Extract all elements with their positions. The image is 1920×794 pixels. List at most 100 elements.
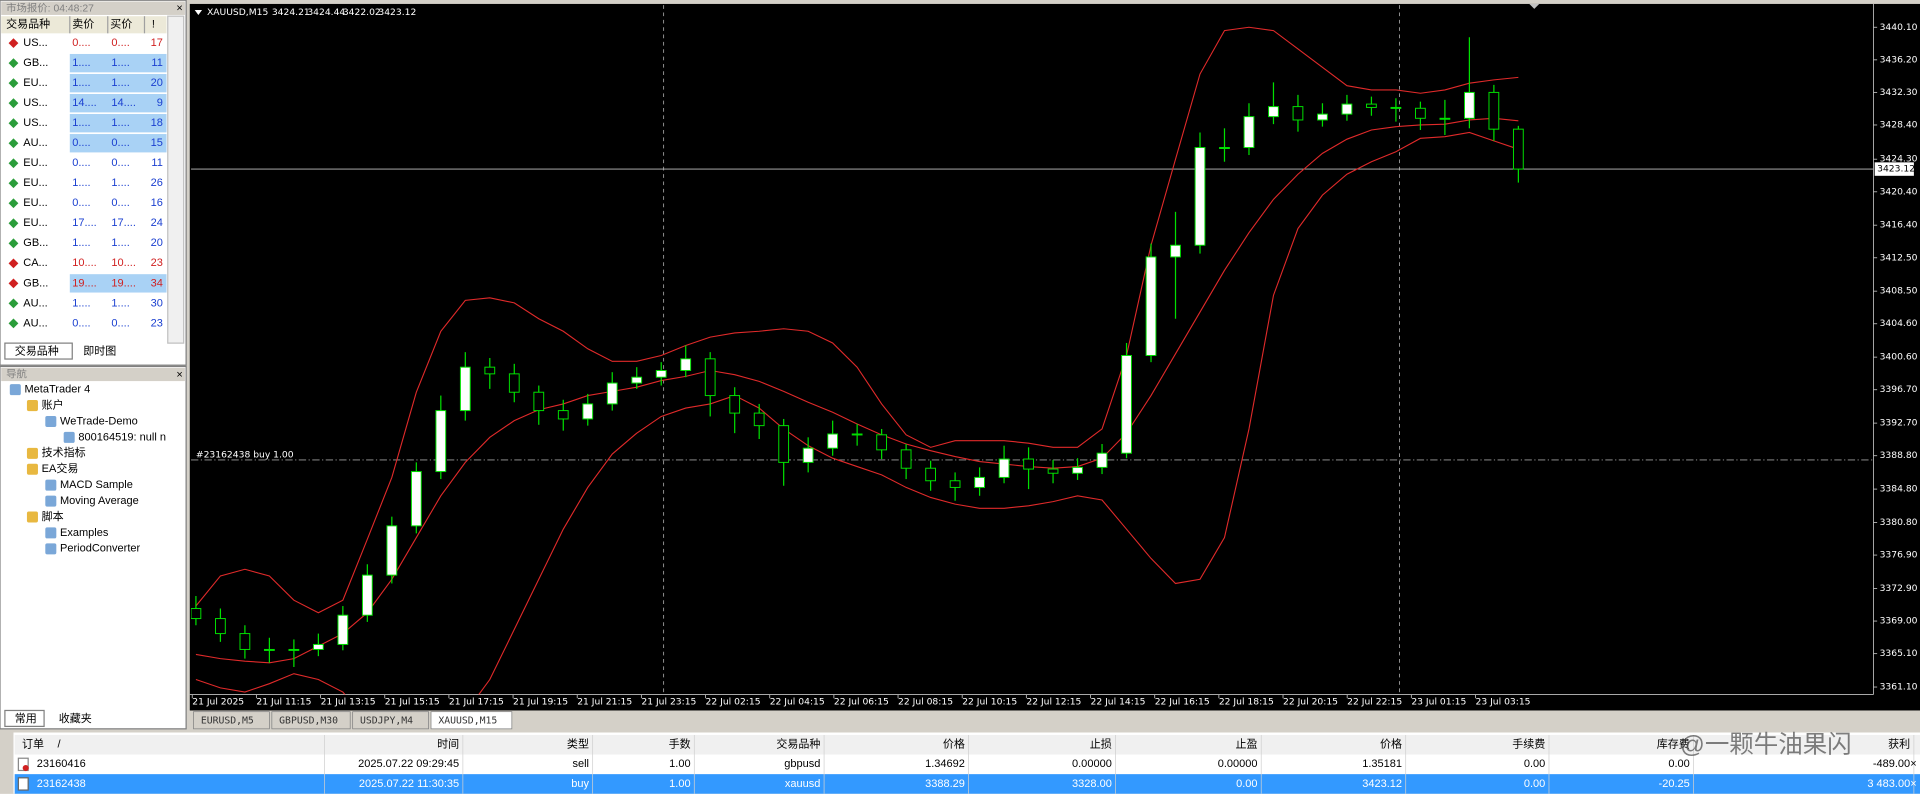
bid: 1.... <box>72 77 90 89</box>
candle-body <box>1145 256 1157 356</box>
plot <box>191 26 1874 695</box>
candle-body <box>1121 354 1132 454</box>
close-order[interactable]: × <box>1910 758 1916 770</box>
column-header[interactable]: 价格 <box>943 737 965 751</box>
column-header[interactable]: 止盈 <box>1236 738 1258 751</box>
y-tick-label: 3372.90 <box>1880 583 1918 594</box>
candle-body <box>1366 103 1377 108</box>
bid: 1.... <box>72 117 90 129</box>
tab[interactable]: 收藏夹 <box>59 711 92 725</box>
tree-item[interactable]: Examples <box>60 527 109 539</box>
chart-tab-label[interactable]: XAUUSD,M15 <box>438 715 497 726</box>
tab-active[interactable] <box>4 709 45 727</box>
tab-active[interactable] <box>4 342 73 360</box>
chart-tab[interactable] <box>193 711 270 730</box>
column-header[interactable]: 止损 <box>1090 737 1112 751</box>
candle-body <box>1047 468 1059 474</box>
y-tick-label: 3365.10 <box>1880 648 1918 659</box>
ask: 0.... <box>111 37 129 49</box>
y-tick-label: 3400.60 <box>1880 352 1918 363</box>
symbol[interactable]: EU... <box>23 77 47 89</box>
row-highlight <box>69 73 167 93</box>
tab[interactable]: 即时图 <box>83 345 116 358</box>
cell[interactable]: 23162438 <box>37 778 86 790</box>
chart-tab-label[interactable]: EURUSD,M5 <box>201 715 254 726</box>
tree-item[interactable]: 账户 <box>42 397 64 411</box>
chart-tab[interactable] <box>271 711 351 730</box>
column-header[interactable]: 库存费 <box>1657 737 1690 751</box>
column-header[interactable]: 手续费 <box>1512 737 1545 751</box>
y-tick-label: 3424.30 <box>1880 154 1918 165</box>
order-icon <box>17 757 29 772</box>
chart-menu-arrow[interactable] <box>194 10 203 15</box>
tree-icon <box>26 511 38 523</box>
column-header[interactable]: 时间 <box>437 738 459 751</box>
column-header[interactable]: 价格 <box>1380 737 1402 751</box>
close-order[interactable]: × <box>1910 778 1916 790</box>
symbol[interactable]: EU... <box>23 157 47 169</box>
candle-body <box>851 433 863 436</box>
symbol[interactable]: AU... <box>23 317 47 329</box>
cell[interactable]: 23160416 <box>37 758 86 770</box>
close-button[interactable]: × <box>176 3 182 15</box>
tree-item[interactable]: Moving Average <box>60 495 139 507</box>
candle-body <box>1512 128 1524 170</box>
symbol[interactable]: US... <box>23 117 47 129</box>
spread: 16 <box>151 197 163 209</box>
chart-tab-label[interactable]: USDJPY,M4 <box>360 715 413 726</box>
column-header[interactable]: 类型 <box>567 737 589 751</box>
column-header[interactable]: 获利 <box>1888 738 1910 751</box>
symbol[interactable]: GB... <box>23 277 48 289</box>
symbol[interactable]: GB... <box>23 57 48 69</box>
symbol[interactable]: US... <box>23 97 47 109</box>
column-header[interactable]: 订单 <box>22 738 44 751</box>
x-tick-label: 21 Jul 23:15 <box>641 696 696 707</box>
selected-row-bg <box>14 774 1920 794</box>
column-header[interactable]: 交易品种 <box>776 737 820 751</box>
symbol[interactable]: EU... <box>23 177 47 189</box>
candle-body <box>386 525 398 576</box>
chart-shift-marker <box>1529 3 1540 9</box>
tab[interactable]: 交易品种 <box>15 344 59 358</box>
tree-item[interactable]: 脚本 <box>42 509 64 523</box>
tree-item[interactable]: WeTrade-Demo <box>60 415 138 427</box>
symbol[interactable]: CA... <box>23 257 47 269</box>
tree-item[interactable]: 技术指标 <box>42 445 86 459</box>
order-icon-badge <box>22 764 29 772</box>
tab[interactable]: 常用 <box>15 712 37 725</box>
symbol[interactable]: US... <box>23 37 47 49</box>
candle-body <box>876 434 888 451</box>
tree-item[interactable]: EA交易 <box>42 461 79 475</box>
symbol[interactable]: EU... <box>23 217 47 229</box>
candle-body <box>1072 466 1083 474</box>
tree-item[interactable]: PeriodConverter <box>60 543 141 555</box>
ask: 17.... <box>111 217 136 229</box>
candle-body <box>1317 113 1328 121</box>
cell: -20.25 <box>1659 778 1690 790</box>
column-header[interactable]: 手数 <box>669 737 691 751</box>
cell: buy <box>571 778 589 790</box>
tree-item[interactable]: MACD Sample <box>60 479 133 491</box>
trend-icon <box>8 38 19 49</box>
ask: 1.... <box>111 237 129 249</box>
tree-item[interactable]: 800164519: null n <box>78 431 166 443</box>
symbol[interactable]: GB... <box>23 237 48 249</box>
symbol[interactable]: AU... <box>23 137 47 149</box>
close-button[interactable]: × <box>176 369 182 381</box>
symbol[interactable]: EU... <box>23 197 47 209</box>
trend-icon <box>8 258 19 269</box>
chart-tab[interactable] <box>352 711 429 730</box>
chart-tab-label[interactable]: GBPUSD,M30 <box>279 715 338 726</box>
symbol[interactable]: AU... <box>23 297 47 309</box>
scrollbar[interactable] <box>167 15 185 344</box>
chart-tab-active[interactable] <box>430 711 513 730</box>
tree-item[interactable]: MetaTrader 4 <box>24 384 90 396</box>
spread: 24 <box>151 217 163 229</box>
candle-body <box>1415 107 1426 119</box>
y-tick-label: 3392.70 <box>1880 418 1918 429</box>
ask: 1.... <box>111 77 129 89</box>
trend-icon <box>8 78 19 89</box>
navigator-panel <box>0 365 187 730</box>
header-quote: 3424.21 <box>272 7 310 18</box>
order-icon <box>17 777 29 791</box>
